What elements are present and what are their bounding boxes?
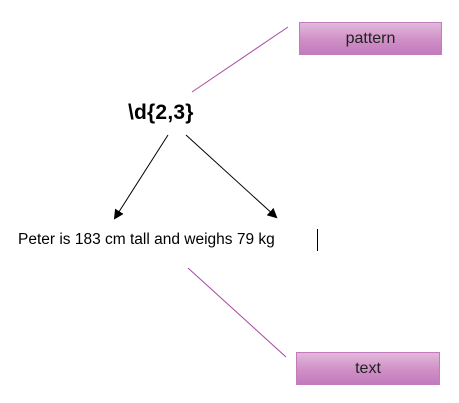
text-cursor — [317, 229, 318, 251]
arrow-to-first-match — [113, 134, 169, 220]
text-label-box: text — [296, 352, 440, 385]
regex-pattern: \d{2,3} — [128, 101, 194, 124]
sample-text: Peter is 183 cm tall and weighs 79 kg — [18, 231, 275, 248]
pattern-connector-line — [191, 26, 289, 93]
text-connector-line — [187, 267, 287, 358]
pattern-label-box: pattern — [299, 22, 442, 55]
arrow-to-second-match — [185, 134, 278, 219]
